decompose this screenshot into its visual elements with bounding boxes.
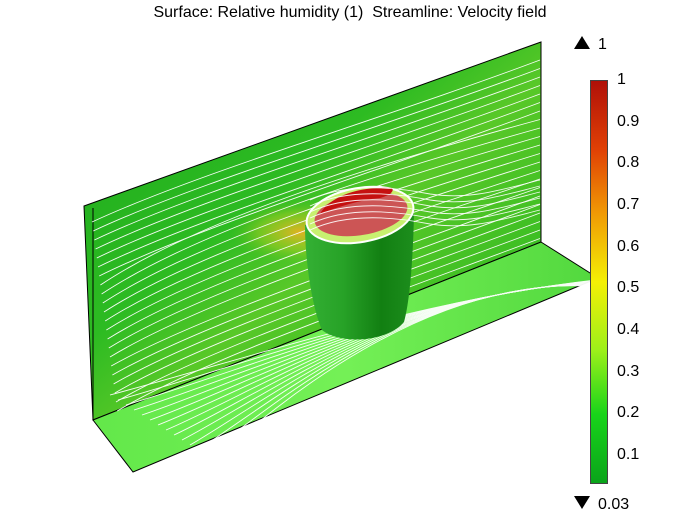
streamline: [96, 93, 541, 259]
cup-body: [305, 214, 414, 340]
colorbar-max-label: 1: [574, 36, 607, 54]
streamline: [99, 110, 541, 277]
streamline: [309, 203, 541, 225]
streamline: [103, 144, 541, 313]
streamline: [101, 127, 541, 295]
max-triangle-icon: [574, 36, 590, 50]
streamline: [110, 195, 541, 367]
streamline: [309, 179, 541, 201]
streamline: [109, 187, 541, 358]
streamline: [97, 102, 541, 268]
streamline: [100, 119, 541, 286]
streamline: [309, 191, 541, 213]
streamline: [114, 221, 541, 394]
streamline: [107, 170, 541, 340]
colorbar-min-label: 0.03: [574, 496, 629, 514]
streamline: [213, 285, 597, 461]
streamline: [91, 59, 541, 223]
streamline: [309, 209, 541, 231]
streamline: [104, 153, 541, 322]
streamline: [116, 238, 541, 412]
min-triangle-icon: [574, 496, 590, 510]
streamline: [94, 76, 541, 241]
streamline: [108, 178, 541, 349]
streamline: [95, 85, 541, 250]
streamline: [112, 204, 541, 376]
streamline: [113, 212, 541, 385]
colorbar: [590, 80, 608, 484]
plot-title: Surface: Relative humidity (1) Streamlin…: [153, 4, 547, 21]
streamline: [309, 185, 541, 207]
streamline: [309, 197, 541, 219]
streamline: [93, 68, 541, 232]
streamline: [106, 161, 541, 331]
streamline: [115, 229, 541, 403]
streamline: [102, 136, 541, 304]
